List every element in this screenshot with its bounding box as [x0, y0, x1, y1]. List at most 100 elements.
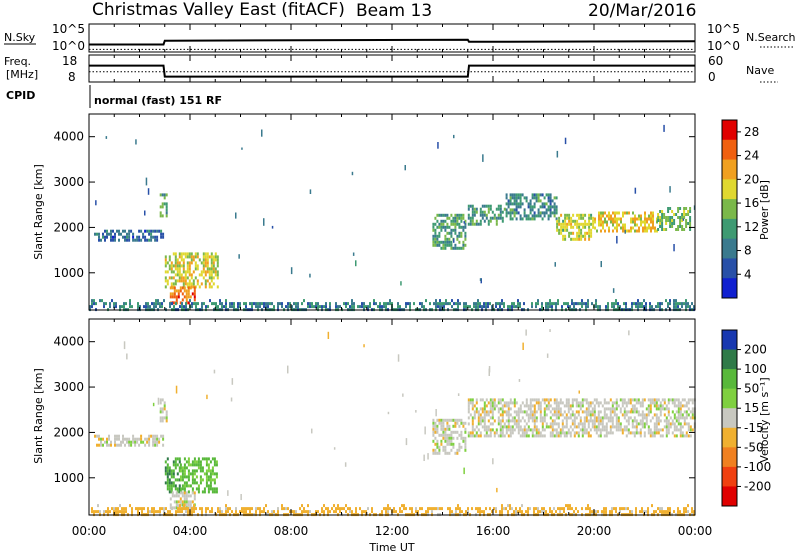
- heat-cell: [175, 500, 178, 504]
- heat-cell: [587, 407, 590, 411]
- heat-cell: [675, 410, 678, 414]
- heat-cell: [281, 507, 283, 511]
- heat-cell: [170, 270, 173, 274]
- heat-cell: [129, 299, 131, 303]
- heat-cell: [187, 484, 190, 488]
- heat-cell: [515, 199, 518, 203]
- heat-cell: [140, 229, 143, 233]
- heat-cell: [299, 507, 301, 511]
- heat-cell: [689, 210, 692, 213]
- heat-cell: [434, 237, 437, 241]
- heat-cell: [605, 428, 608, 432]
- heat-cell: [400, 281, 402, 286]
- heat-cell: [527, 413, 530, 417]
- heat-cell: [397, 354, 400, 362]
- heat-cell: [460, 216, 463, 220]
- heat-cell: [509, 398, 512, 402]
- heat-cell: [459, 510, 461, 514]
- heat-cell: [583, 398, 586, 402]
- heat-cell: [140, 437, 143, 441]
- heat-cell: [659, 413, 662, 417]
- heat-cell: [609, 425, 612, 429]
- heat-cell: [615, 510, 617, 514]
- heat-cell: [181, 507, 183, 511]
- heat-cell: [209, 510, 211, 514]
- heat-cell: [446, 231, 449, 235]
- heat-cell: [217, 305, 219, 309]
- heat-cell: [643, 510, 645, 514]
- heat-cell: [176, 261, 179, 265]
- heat-cell: [535, 305, 537, 309]
- heat-cell: [627, 401, 630, 405]
- heat-cell: [499, 401, 502, 405]
- heat-cell: [541, 425, 544, 429]
- heat-cell: [656, 220, 658, 224]
- heat-cell: [201, 305, 203, 309]
- heat-cell: [539, 199, 542, 203]
- heat-cell: [631, 419, 634, 423]
- heat-cell: [657, 422, 660, 426]
- heat-cell: [475, 219, 478, 223]
- heat-cell: [183, 466, 186, 470]
- heat-cell: [351, 171, 354, 176]
- heat-cell: [645, 407, 648, 411]
- heat-cell: [485, 431, 488, 435]
- colorbar-segment: [722, 486, 737, 507]
- heat-cell: [219, 299, 221, 303]
- heat-cell: [597, 428, 600, 432]
- heat-cell: [497, 407, 500, 411]
- heat-cell: [483, 302, 485, 306]
- heat-cell: [570, 237, 573, 241]
- heat-cell: [519, 510, 521, 514]
- heat-cell: [487, 413, 490, 417]
- heat-cell: [551, 510, 553, 514]
- heat-cell: [450, 219, 453, 223]
- heat-cell: [637, 413, 640, 417]
- heat-cell: [204, 258, 207, 262]
- heat-cell: [444, 451, 447, 455]
- heat-cell: [249, 507, 251, 511]
- heat-cell: [575, 302, 577, 306]
- heat-cell: [627, 428, 630, 432]
- heat-cell: [622, 229, 624, 233]
- heat-cell: [523, 208, 526, 212]
- colorbar-segment: [722, 408, 737, 429]
- heat-cell: [217, 510, 219, 514]
- heat-cell: [535, 507, 537, 511]
- heat-cell: [580, 237, 583, 241]
- heat-cell: [162, 437, 165, 441]
- heat-cell: [598, 217, 600, 221]
- heat-cell: [665, 404, 668, 408]
- heat-cell: [683, 419, 686, 423]
- heat-cell: [525, 398, 528, 402]
- heat-cell: [205, 507, 207, 511]
- heat-cell: [180, 255, 183, 259]
- heat-cell: [450, 234, 453, 238]
- heat-cell: [521, 202, 524, 206]
- heat-cell: [649, 404, 652, 408]
- heat-cell: [529, 208, 532, 212]
- heat-cell: [561, 507, 563, 511]
- heat-cell: [513, 404, 516, 408]
- heat-cell: [565, 425, 568, 429]
- heat-cell: [525, 431, 528, 435]
- heat-cell: [91, 510, 93, 514]
- heat-cell: [189, 503, 192, 507]
- heat-cell: [517, 407, 520, 411]
- heat-cell: [345, 504, 347, 508]
- heat-cell: [605, 431, 608, 435]
- heat-cell: [611, 410, 614, 414]
- heat-cell: [629, 401, 632, 405]
- heat-cell: [535, 419, 538, 423]
- heat-cell: [545, 211, 548, 215]
- heat-cell: [108, 434, 110, 438]
- heat-cell: [497, 401, 500, 405]
- heat-cell: [229, 302, 231, 306]
- heat-cell: [173, 292, 176, 296]
- heat-cell: [421, 302, 423, 306]
- heat-cell: [618, 217, 620, 221]
- heat-cell: [309, 302, 311, 306]
- heat-cell: [555, 416, 558, 420]
- heat-cell: [91, 305, 93, 309]
- heat-cell: [577, 422, 580, 426]
